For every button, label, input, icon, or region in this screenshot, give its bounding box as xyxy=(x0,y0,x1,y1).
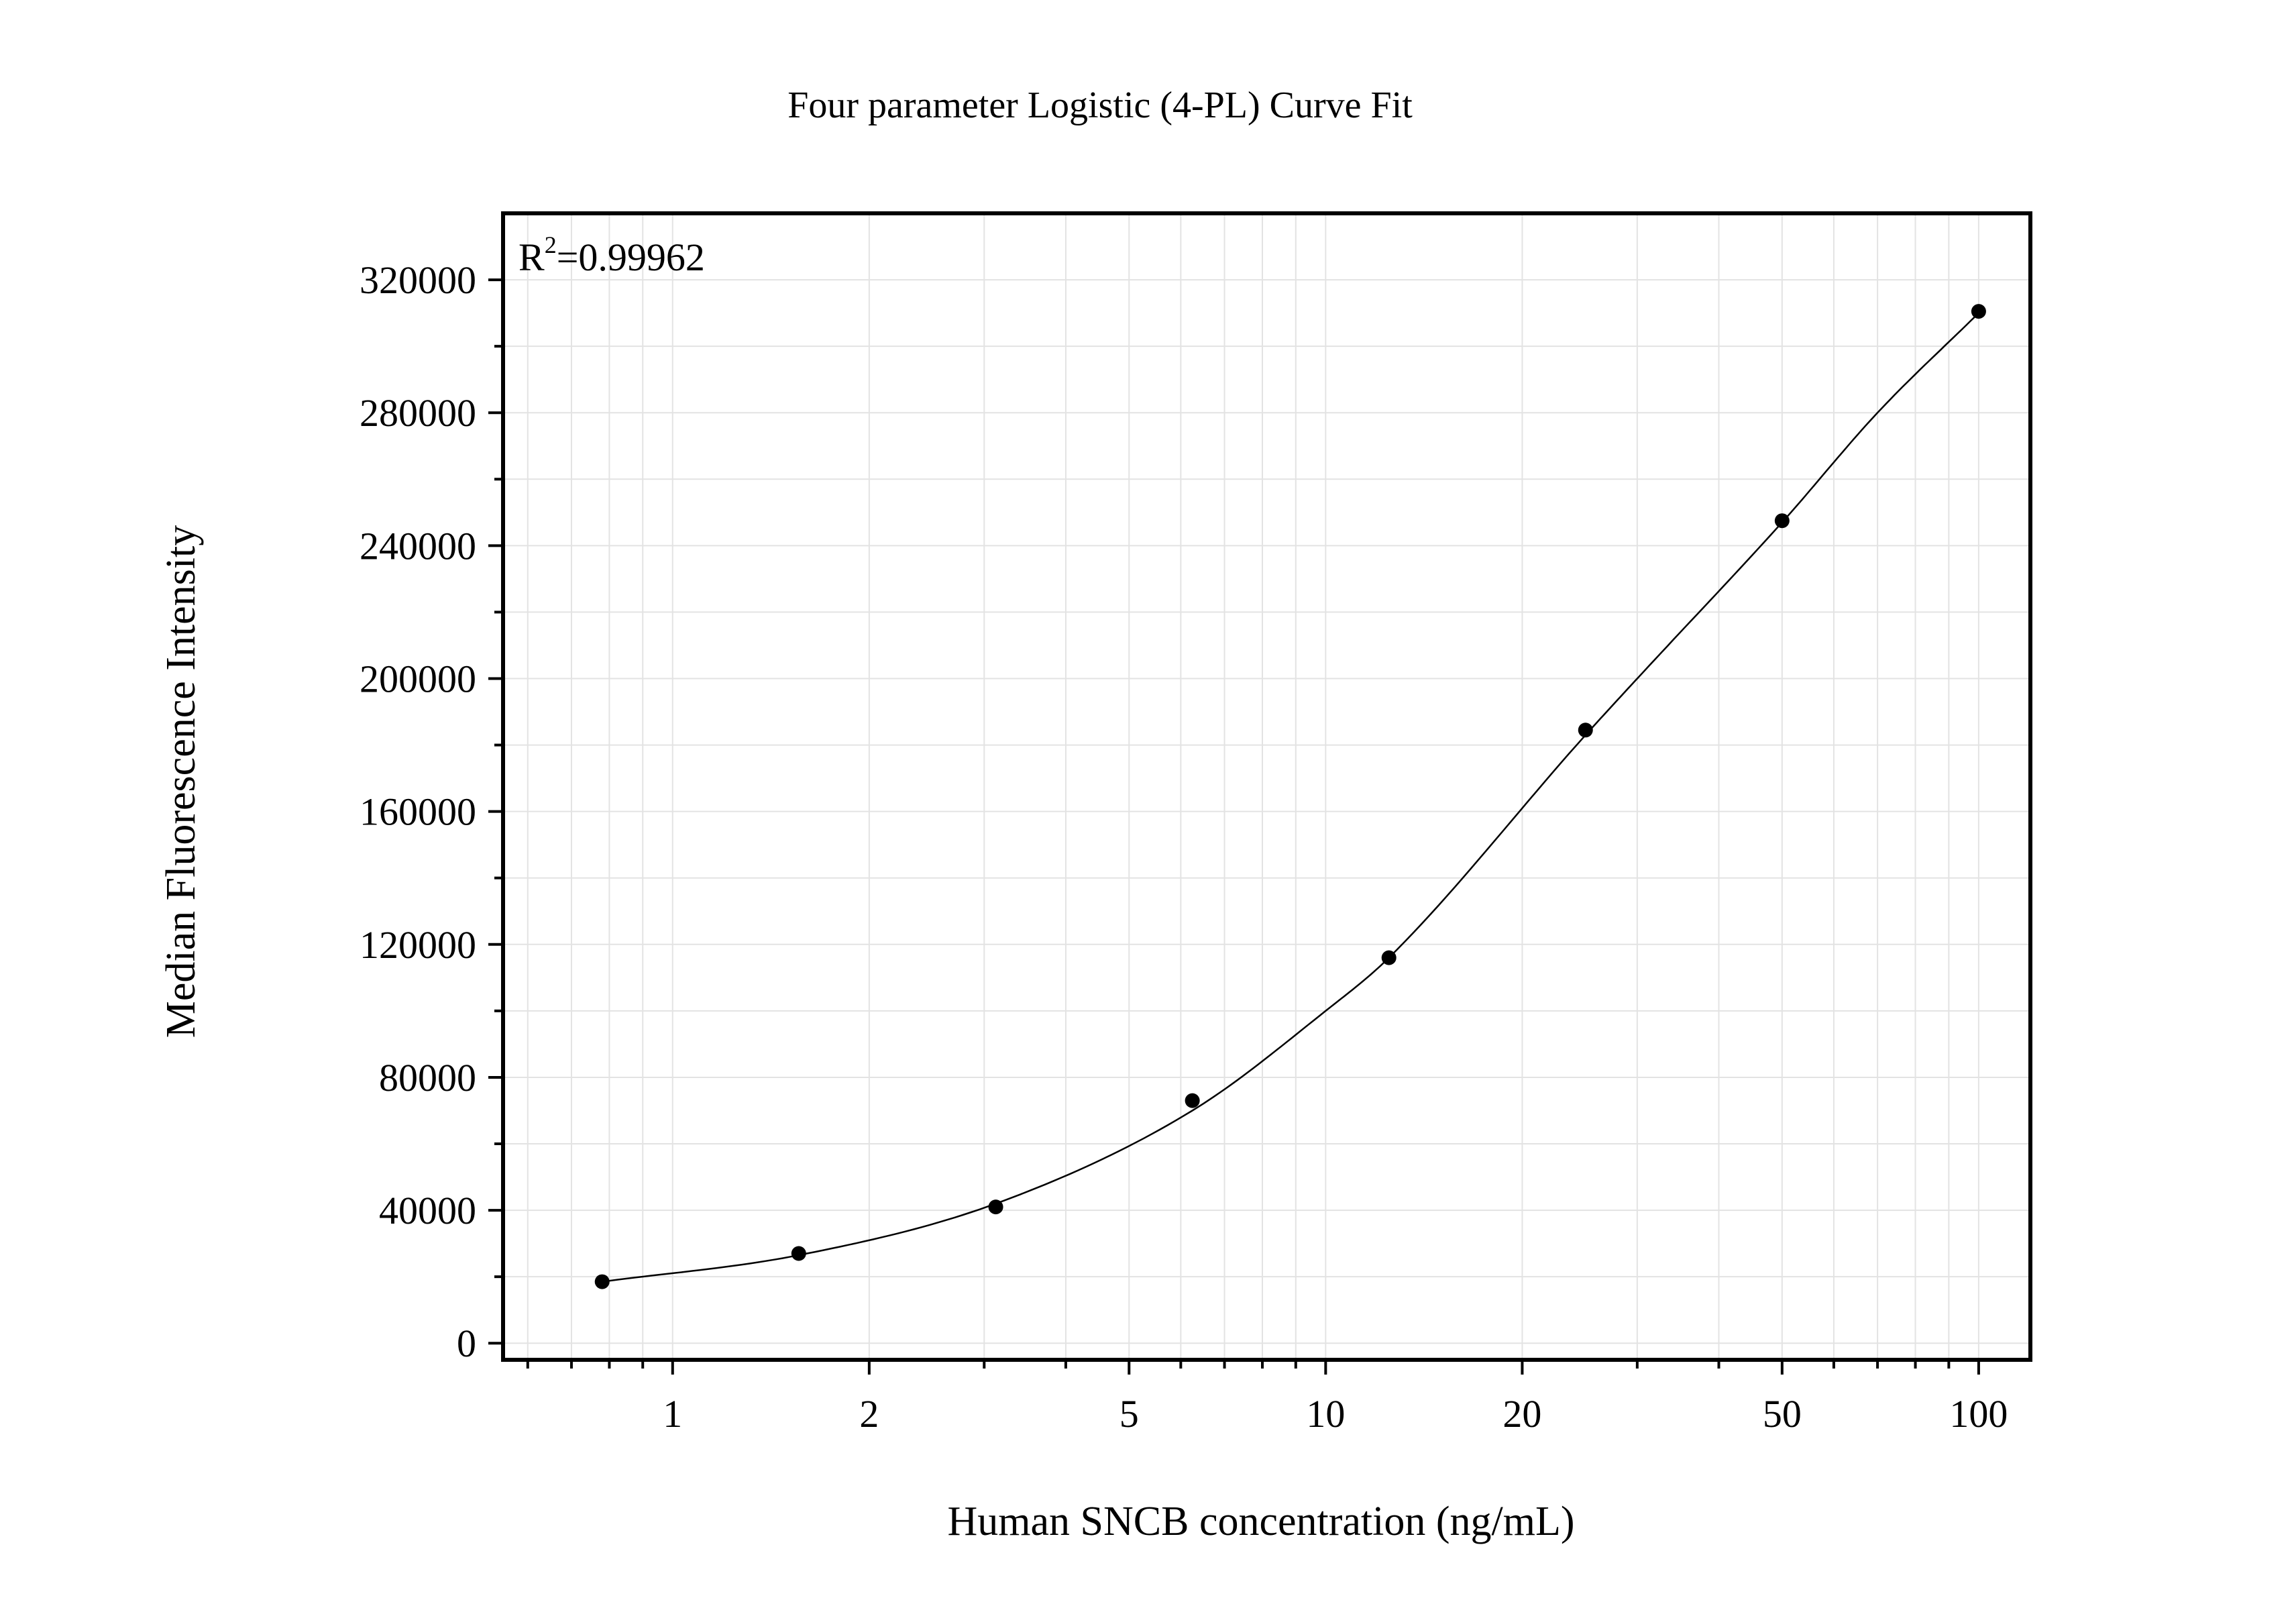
x-axis-label: Human SNCB concentration (ng/mL) xyxy=(948,1499,1575,1544)
data-point xyxy=(1185,1093,1200,1108)
r-squared-base: R xyxy=(518,235,545,279)
y-tick-label: 200000 xyxy=(360,657,476,701)
y-tick-label: 120000 xyxy=(360,923,476,967)
y-axis-label: Median Fluorescence Intensity xyxy=(158,525,204,1038)
axis-ticks xyxy=(488,278,1980,1375)
x-tick-label: 2 xyxy=(859,1392,879,1436)
x-tick-label: 5 xyxy=(1119,1392,1139,1436)
data-point xyxy=(1774,513,1790,529)
data-point xyxy=(791,1246,806,1261)
x-tick-label: 1 xyxy=(663,1392,682,1436)
y-tick-label: 160000 xyxy=(360,790,476,834)
x-tick-label: 10 xyxy=(1306,1392,1345,1436)
y-tick-label: 240000 xyxy=(360,524,476,568)
y-tick-label: 0 xyxy=(457,1322,476,1365)
plot-frame xyxy=(501,211,2032,1362)
y-tick-label: 320000 xyxy=(360,258,476,302)
chart-title: Four parameter Logistic (4-PL) Curve Fit xyxy=(787,85,1413,126)
y-tick-label: 40000 xyxy=(379,1189,476,1232)
data-point xyxy=(594,1274,610,1289)
r-squared-annotation: R2=0.99962 xyxy=(518,231,705,279)
data-point xyxy=(1381,950,1397,965)
grid-lines xyxy=(503,213,2030,1360)
x-tick-label: 50 xyxy=(1763,1392,1802,1436)
fit-curve xyxy=(602,312,1979,1283)
x-tick-label: 100 xyxy=(1949,1392,2008,1436)
y-tick-label: 280000 xyxy=(360,391,476,435)
data-point xyxy=(1971,304,1986,319)
y-tick-labels: 0 40000 80000 120000 160000 200000 240000 28000… xyxy=(360,258,476,1365)
r-squared-superscript: 2 xyxy=(545,231,557,258)
x-tick-labels: 1 2 5 10 20 50 100 xyxy=(663,1392,2008,1436)
x-tick-label: 20 xyxy=(1502,1392,1541,1436)
data-points xyxy=(594,304,1986,1289)
y-tick-label: 80000 xyxy=(379,1056,476,1100)
data-point xyxy=(1578,723,1593,738)
r-squared-value: =0.99962 xyxy=(557,235,705,279)
data-point xyxy=(988,1199,1003,1215)
